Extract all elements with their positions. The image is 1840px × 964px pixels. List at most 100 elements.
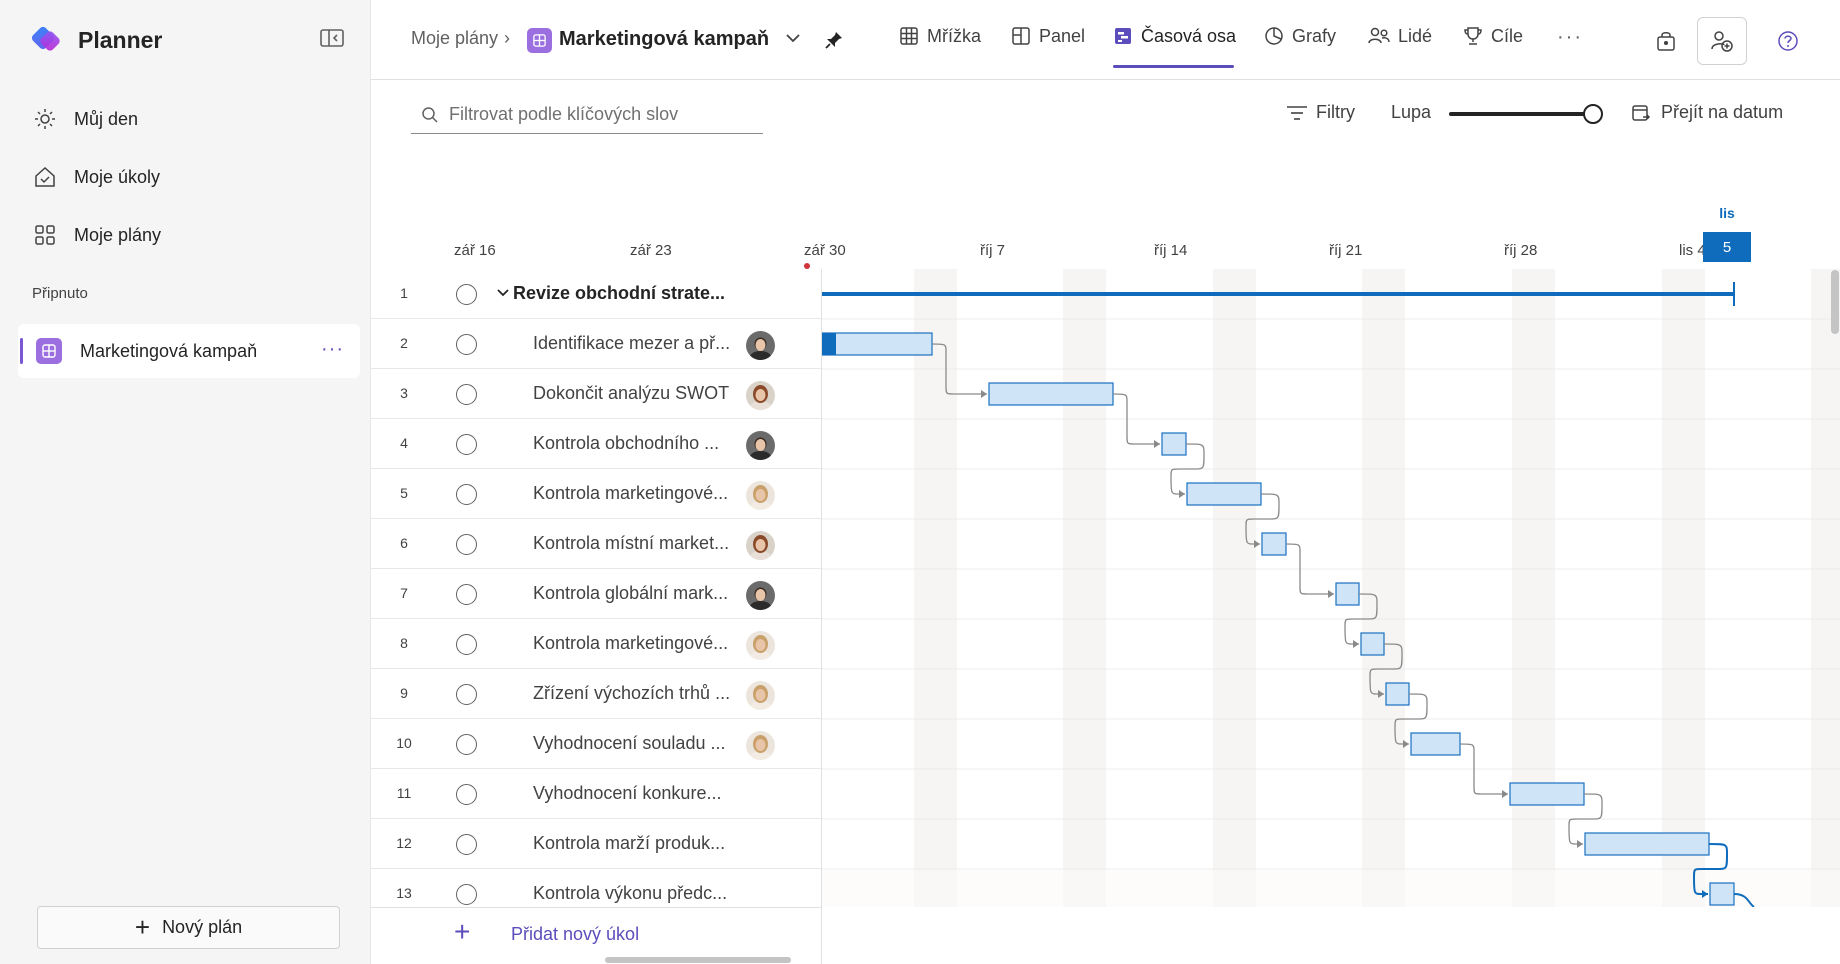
task-title[interactable]: Dokončit analýzu SWOT	[533, 383, 730, 403]
avatar[interactable]	[746, 681, 775, 710]
dependency-arrowhead	[1353, 640, 1359, 648]
task-bar-progress[interactable]	[822, 333, 836, 355]
task-row[interactable]: 8 Kontrola marketingové...	[371, 619, 821, 669]
chevron-down-icon[interactable]	[496, 288, 510, 298]
complete-checkbox[interactable]	[456, 384, 477, 405]
task-title[interactable]: Vyhodnocení souladu ...	[533, 733, 726, 753]
tab-goals[interactable]: Cíle	[1463, 26, 1523, 70]
task-title[interactable]: Kontrola místní market...	[533, 533, 730, 553]
complete-checkbox[interactable]	[456, 684, 477, 705]
tab-charts[interactable]: Grafy	[1264, 26, 1336, 70]
collapse-sidebar-icon[interactable]	[320, 28, 344, 48]
complete-checkbox[interactable]	[456, 784, 477, 805]
more-tabs-icon[interactable]: ···	[1557, 26, 1583, 48]
tab-grid[interactable]: Mřížka	[899, 26, 981, 70]
tab-board[interactable]: Panel	[1011, 26, 1085, 70]
task-title[interactable]: Zřízení výchozích trhů ...	[533, 683, 731, 703]
pin-icon[interactable]	[824, 30, 844, 50]
filters-button[interactable]: Filtry	[1286, 102, 1355, 123]
complete-checkbox[interactable]	[456, 634, 477, 655]
task-row[interactable]: 6 Kontrola místní market...	[371, 519, 821, 569]
row-number: 2	[400, 335, 408, 351]
date-header: zář 16	[454, 242, 496, 259]
row-number: 4	[400, 435, 408, 451]
nav-my-plans[interactable]: Moje plány	[32, 215, 161, 255]
tab-timeline[interactable]: Časová osa	[1113, 26, 1236, 70]
task-row[interactable]: 11 Vyhodnocení konkure...	[371, 769, 821, 819]
task-title[interactable]: Kontrola obchodního ...	[533, 433, 720, 453]
share-button[interactable]	[1697, 17, 1747, 65]
task-title[interactable]: Revize obchodní strate...	[513, 283, 726, 303]
date-header: lis 4	[1679, 242, 1706, 259]
task-row[interactable]: 2 Identifikace mezer a př...	[371, 319, 821, 369]
task-row[interactable]: 5 Kontrola marketingové...	[371, 469, 821, 519]
task-title[interactable]: Kontrola marketingové...	[533, 483, 729, 503]
goto-date-button[interactable]: Přejít na datum	[1631, 102, 1783, 123]
complete-checkbox[interactable]	[456, 534, 477, 555]
task-row[interactable]: 7 Kontrola globální mark...	[371, 569, 821, 619]
nav-my-tasks[interactable]: Moje úkoly	[32, 157, 160, 197]
complete-checkbox[interactable]	[456, 284, 477, 305]
chevron-down-icon[interactable]	[785, 32, 801, 44]
dependency-connector	[1344, 593, 1378, 645]
search-input[interactable]	[449, 104, 749, 125]
avatar[interactable]	[746, 581, 775, 610]
avatar[interactable]	[746, 381, 775, 410]
avatar[interactable]	[746, 431, 775, 460]
search-box[interactable]	[411, 96, 763, 134]
summary-bar[interactable]	[822, 292, 1734, 296]
table-icon	[899, 26, 919, 46]
breadcrumb-root[interactable]: Moje plány	[411, 28, 499, 48]
avatar[interactable]	[746, 531, 775, 560]
task-row[interactable]: 12 Kontrola marží produk...	[371, 819, 821, 869]
lock-bag-icon[interactable]	[1656, 30, 1676, 52]
task-title[interactable]: Vyhodnocení konkure...	[533, 783, 722, 803]
complete-checkbox[interactable]	[456, 484, 477, 505]
more-options-icon[interactable]: ···	[321, 338, 344, 360]
main-content: Moje plány › Marketingová kampaň Mřížka …	[371, 0, 1840, 964]
complete-checkbox[interactable]	[456, 884, 477, 905]
task-row[interactable]: 3 Dokončit analýzu SWOT	[371, 369, 821, 419]
selected-indicator	[20, 338, 23, 364]
date-header: říj 14	[1154, 242, 1188, 259]
zoom-slider-track[interactable]	[1449, 112, 1593, 116]
complete-checkbox[interactable]	[456, 734, 477, 755]
plan-title[interactable]: Marketingová kampaň	[559, 28, 770, 50]
task-group-row[interactable]: 1 Revize obchodní strate...	[371, 269, 821, 319]
pinned-plan-item[interactable]: Marketingová kampaň ···	[18, 324, 360, 378]
task-title[interactable]: Kontrola marží produk...	[533, 833, 726, 853]
dependency-arrowhead	[1179, 490, 1185, 498]
avatar[interactable]	[746, 731, 775, 760]
new-plan-button[interactable]: + Nový plán	[37, 906, 340, 949]
add-task-button[interactable]: + Přidat nový úkol	[371, 907, 821, 957]
horizontal-scrollbar[interactable]	[605, 957, 791, 963]
zoom-slider-thumb[interactable]	[1583, 104, 1603, 124]
board-icon	[1011, 26, 1031, 46]
vertical-scrollbar[interactable]	[1831, 270, 1839, 334]
task-title[interactable]: Kontrola globální mark...	[533, 583, 729, 603]
task-title[interactable]: Kontrola marketingové...	[533, 633, 729, 653]
row-number: 12	[396, 835, 412, 851]
task-row[interactable]: 9 Zřízení výchozích trhů ...	[371, 669, 821, 719]
task-row[interactable]: 4 Kontrola obchodního ...	[371, 419, 821, 469]
help-icon[interactable]	[1777, 30, 1799, 52]
complete-checkbox[interactable]	[456, 434, 477, 455]
task-row[interactable]: 10 Vyhodnocení souladu ...	[371, 719, 821, 769]
dependency-connector	[1568, 793, 1603, 845]
avatar[interactable]	[746, 331, 775, 360]
complete-checkbox[interactable]	[456, 334, 477, 355]
dependency-arrowhead	[1702, 890, 1708, 898]
nav-label: Můj den	[74, 108, 139, 129]
complete-checkbox[interactable]	[456, 584, 477, 605]
task-title[interactable]: Identifikace mezer a př...	[533, 333, 731, 353]
goto-date-label: Přejít na datum	[1661, 102, 1784, 122]
tab-people[interactable]: Lidé	[1368, 26, 1432, 70]
avatar[interactable]	[746, 631, 775, 660]
tab-label: Lidé	[1398, 26, 1433, 46]
nav-my-day[interactable]: Můj den	[32, 99, 138, 139]
complete-checkbox[interactable]	[456, 834, 477, 855]
avatar[interactable]	[746, 481, 775, 510]
dependency-arrowhead	[1328, 590, 1334, 598]
task-title[interactable]: Kontrola výkonu předc...	[533, 883, 728, 903]
nav-label: Moje plány	[74, 224, 162, 245]
